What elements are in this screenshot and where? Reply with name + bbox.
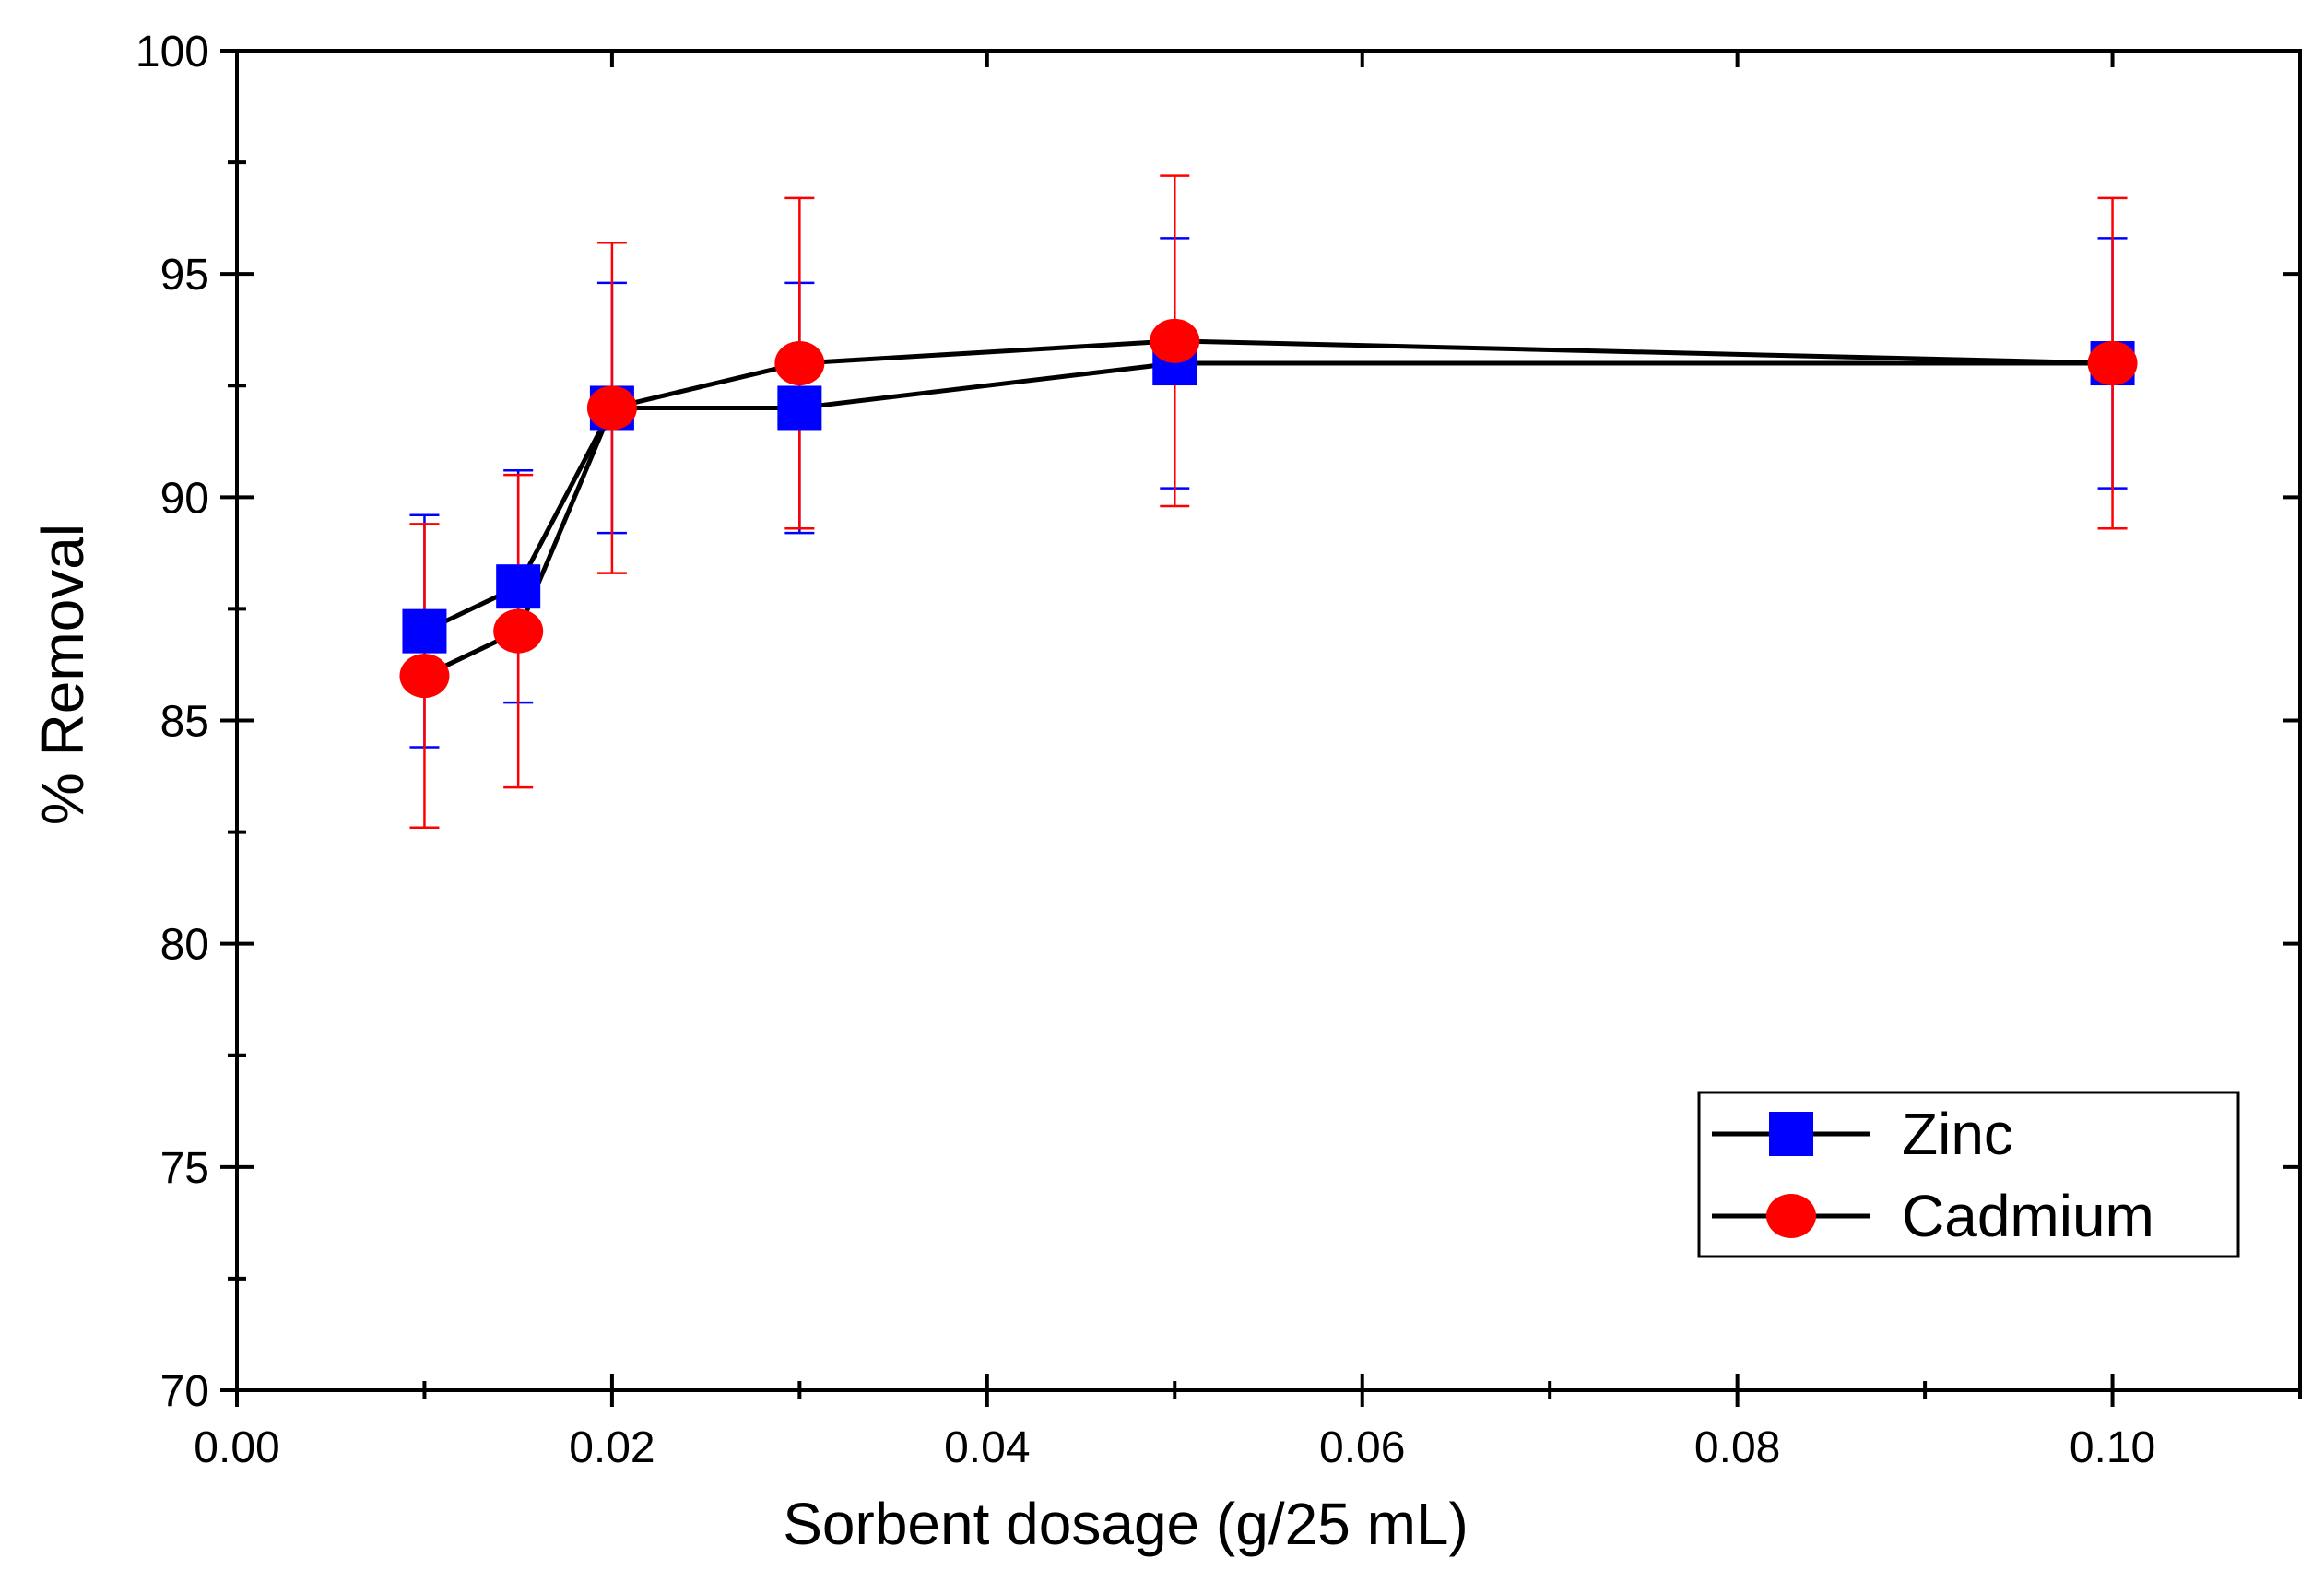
data-point (402, 608, 447, 654)
y-tick-label: 85 (160, 698, 209, 747)
y-tick-label: 100 (136, 28, 209, 77)
errorbars-cadmium (409, 174, 2128, 829)
x-axis-title: Sorbent dosage (g/25 mL) (783, 1491, 1469, 1557)
markers-cadmium (399, 318, 2138, 699)
x-tick-label: 0.08 (1694, 1423, 1780, 1472)
legend: Zinc Cadmium (1697, 1091, 2240, 1258)
y-tick-label: 75 (160, 1144, 209, 1193)
axes: 0.00 0.02 0.04 0.06 0.08 0.10 70 75 80 85 90 95 100 S… (29, 28, 2302, 1557)
data-point (774, 341, 825, 386)
data-point (777, 385, 822, 431)
y-tick-label: 70 (160, 1367, 209, 1416)
y-tick-label: 80 (160, 921, 209, 970)
legend-label: Cadmium (1902, 1183, 2154, 1249)
errorbars-zinc (409, 237, 2128, 749)
y-tick-label: 90 (160, 474, 209, 523)
x-tick-label: 0.10 (2070, 1423, 2155, 1472)
data-point (586, 385, 637, 431)
data-point (496, 564, 541, 609)
x-tick-label: 0.00 (194, 1423, 279, 1472)
data-point (2087, 341, 2138, 386)
series-layer (399, 174, 2138, 829)
markers-zinc (402, 341, 2135, 654)
data-point (1150, 318, 1200, 363)
x-tick-label: 0.04 (944, 1423, 1030, 1472)
data-point (493, 608, 544, 654)
y-axis-title: % Removal (29, 524, 96, 825)
legend-marker (1766, 1194, 1816, 1238)
legend-label: Zinc (1902, 1101, 2013, 1167)
series-line-cadmium (423, 338, 2113, 679)
series-line-zinc (423, 360, 2113, 633)
data-point (399, 654, 450, 699)
y-tick-label: 95 (160, 251, 209, 300)
x-tick-label: 0.06 (1319, 1423, 1405, 1472)
legend-marker (1769, 1112, 1813, 1156)
x-tick-label: 0.02 (569, 1423, 655, 1472)
